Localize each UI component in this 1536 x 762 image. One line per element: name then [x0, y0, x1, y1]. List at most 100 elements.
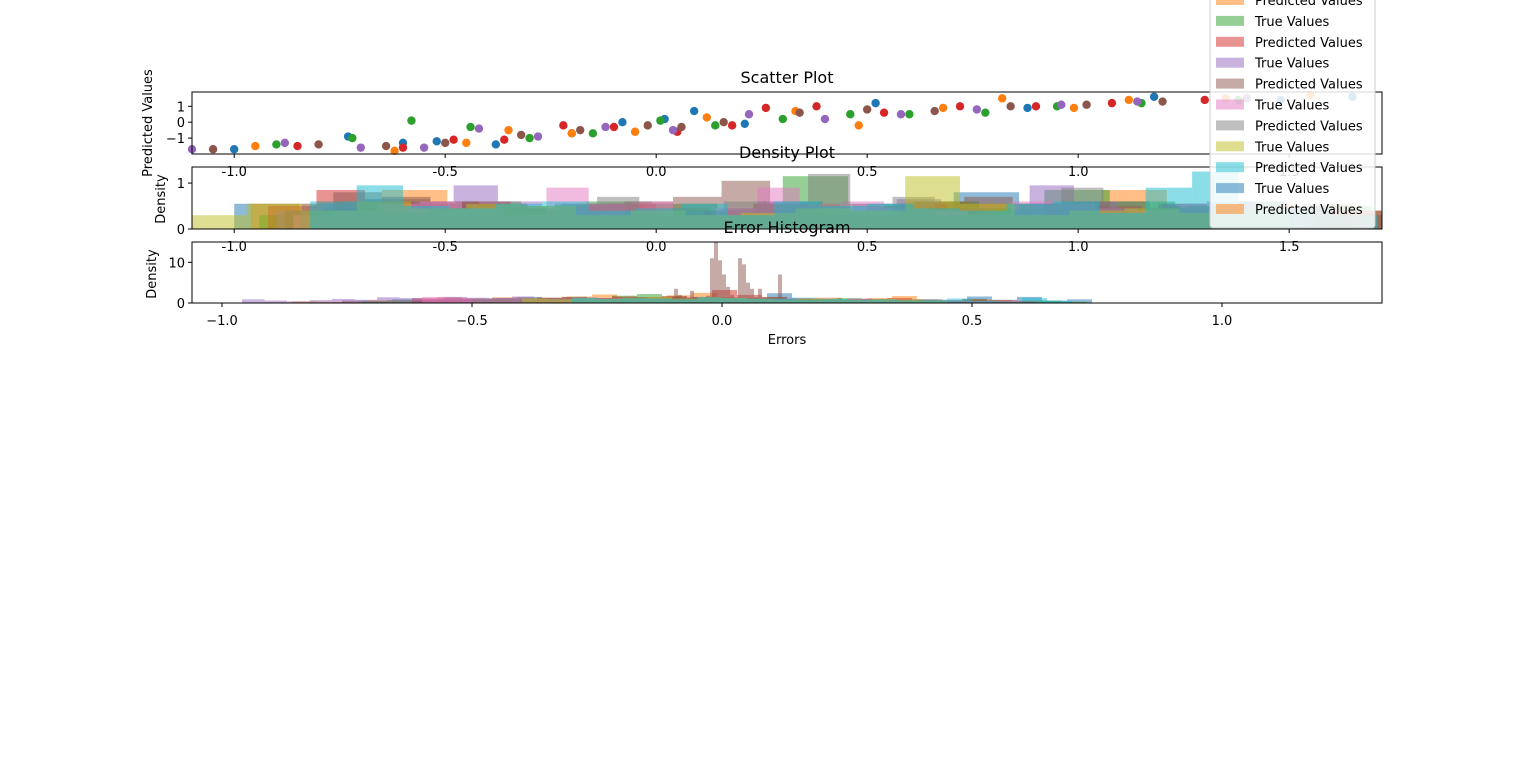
scatter-point: [719, 118, 728, 127]
scatter-x-tick-label: -0.5: [433, 165, 458, 180]
error-bar: [1022, 298, 1047, 303]
scatter-x-tick-label: 0.0: [646, 165, 667, 180]
legend-label: Predicted Values: [1255, 36, 1363, 51]
error-panel: 0 10 −1.0 −0.5 0.0 0.5 1.0 Error Histogram De…: [145, 218, 1383, 348]
scatter-x-tick-label: 1.0: [1068, 165, 1089, 180]
scatter-point: [293, 141, 302, 151]
scatter-point: [630, 127, 640, 136]
scatter-point: [778, 114, 787, 124]
legend-label: Predicted Values: [1255, 119, 1363, 134]
density-x-tick-label: -0.5: [433, 240, 458, 255]
density-bar: [356, 185, 403, 229]
scatter-point: [381, 141, 391, 151]
error-bar: [746, 282, 750, 303]
density-bar: [495, 203, 543, 229]
error-bar: [747, 298, 772, 303]
scatter-point: [208, 145, 218, 154]
legend-label: True Values: [1254, 140, 1329, 155]
error-bar: [354, 299, 377, 303]
legend: Predicted Values True Values Predicted Val…: [1209, 0, 1376, 229]
scatter-point: [533, 132, 543, 141]
error-bar: [377, 297, 400, 303]
density-bar: [449, 208, 496, 229]
error-axes-frame: [191, 241, 1383, 304]
legend-swatch: [1216, 0, 1244, 5]
error-y-tick-label: 0: [177, 297, 185, 312]
legend-swatch: [1216, 141, 1244, 152]
density-bar: [192, 215, 247, 229]
density-y-tick-label: 1: [177, 177, 185, 192]
density-bar: [1006, 203, 1053, 229]
scatter-point: [440, 138, 450, 148]
scatter-point: [677, 122, 686, 132]
error-title: Error Histogram: [723, 218, 850, 237]
scatter-point: [601, 122, 610, 132]
density-bar: [402, 206, 450, 229]
scatter-point: [744, 110, 754, 119]
density-y-label: Density: [154, 174, 169, 224]
scatter-point: [348, 133, 357, 143]
error-bar: [264, 300, 287, 303]
legend-swatch: [1216, 36, 1244, 47]
error-bar: [778, 274, 782, 303]
scatter-point: [1057, 100, 1066, 109]
scatter-point: [938, 103, 948, 113]
scatter-point: [702, 113, 712, 122]
density-bar: [310, 201, 357, 229]
density-axes-frame: [191, 166, 1383, 230]
scatter-point: [516, 130, 526, 140]
density-title: Density Plot: [739, 143, 835, 162]
density-x-tick-label: 1.0: [1068, 240, 1089, 255]
scatter-point: [955, 102, 965, 111]
density-x-tick-label: 1.5: [1279, 240, 1300, 255]
scatter-point: [390, 146, 399, 156]
error-bar: [242, 299, 265, 303]
density-bar: [867, 203, 914, 229]
scatter-point: [905, 110, 914, 119]
density-x-ticks: -1.0 -0.5 0.0 0.5 1.0 1.5: [222, 229, 1300, 255]
error-bar: [972, 300, 997, 303]
error-bar: [758, 288, 762, 303]
error-bar: [447, 298, 472, 303]
scatter-point: [567, 129, 576, 138]
error-bar: [674, 288, 678, 303]
density-bar: [820, 206, 868, 229]
error-bar: [922, 299, 947, 303]
scatter-point: [1023, 103, 1032, 113]
error-bar: [997, 301, 1022, 303]
scatter-point: [251, 141, 260, 151]
scatter-point: [432, 137, 441, 146]
error-bar: [738, 258, 742, 303]
error-bar: [822, 298, 847, 303]
scatter-point: [1006, 102, 1015, 111]
scatter-point: [1133, 97, 1142, 106]
density-y-tick-label: 0: [177, 223, 185, 238]
scatter-point: [462, 138, 471, 148]
legend-label: Predicted Values: [1255, 203, 1363, 218]
error-bar: [722, 298, 747, 303]
error-y-tick-label: 10: [168, 256, 185, 271]
scatter-point: [896, 110, 906, 119]
scatter-panel: Scatter Plot Predicted Values 10−1 -1.0 -…: [141, 68, 1383, 180]
scatter-y-ticks: 10−1: [166, 100, 192, 147]
error-y-ticks: 0 10: [168, 256, 192, 312]
density-bar: [246, 203, 302, 229]
scatter-point: [998, 94, 1007, 103]
scatter-point: [862, 105, 872, 114]
legend-box: [1209, 0, 1376, 229]
density-bar: [1099, 212, 1146, 229]
scatter-point: [795, 108, 804, 117]
scatter-y-tick-label: −1: [166, 132, 185, 147]
error-bar: [726, 286, 730, 303]
density-x-tick-label: -1.0: [222, 240, 247, 255]
scatter-point: [356, 143, 365, 152]
scatter-point: [474, 124, 484, 133]
density-bar: [588, 210, 636, 229]
error-bar: [309, 300, 332, 303]
error-bar: [897, 300, 922, 303]
error-bar: [690, 290, 694, 303]
scatter-point: [466, 122, 475, 132]
legend-label: True Values: [1254, 15, 1329, 30]
scatter-point: [854, 121, 863, 130]
error-bar: [797, 299, 822, 303]
